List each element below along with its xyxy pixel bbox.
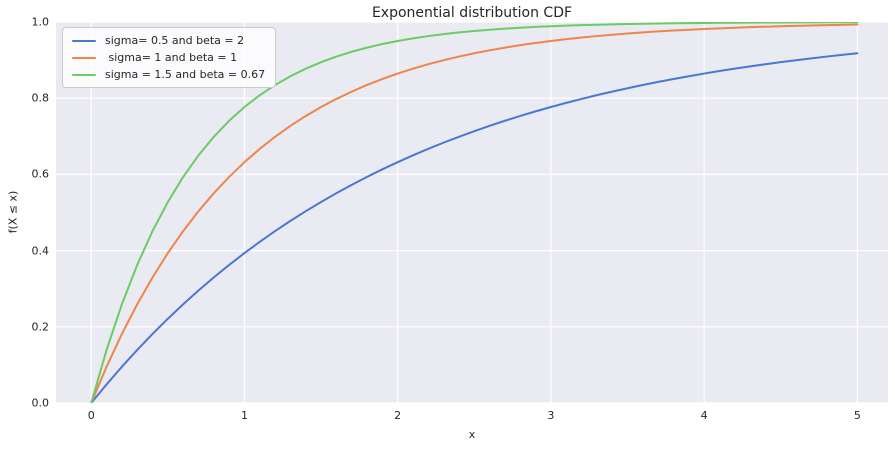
x-tick-label: 2 bbox=[394, 409, 402, 422]
y-tick-label: 0.0 bbox=[31, 396, 50, 410]
y-tick-label: 0.6 bbox=[31, 167, 50, 181]
legend-line-swatch-green bbox=[72, 73, 96, 76]
plot-area: sigma= 0.5 and beta = 2 sigma= 1 and bet… bbox=[56, 22, 888, 403]
y-axis-label: f(X ≤ x) bbox=[6, 190, 20, 234]
x-axis-label: x bbox=[468, 428, 476, 441]
y-tick-label: 0.8 bbox=[31, 91, 50, 105]
legend-item: sigma= 1 and beta = 1 bbox=[72, 51, 265, 64]
legend-label: sigma = 1.5 and beta = 0.67 bbox=[105, 68, 266, 81]
series-line-1 bbox=[90, 23, 859, 403]
y-tick-label: 1.0 bbox=[31, 15, 50, 29]
x-tick-label: 1 bbox=[240, 409, 248, 422]
x-tick-label: 0 bbox=[87, 409, 95, 422]
legend-item: sigma = 1.5 and beta = 0.67 bbox=[72, 68, 265, 81]
x-tick-label: 3 bbox=[547, 409, 555, 422]
plot-canvas bbox=[56, 22, 888, 403]
legend-item: sigma= 0.5 and beta = 2 bbox=[72, 34, 265, 47]
legend-label: sigma= 0.5 and beta = 2 bbox=[105, 34, 245, 47]
chart-title: Exponential distribution CDF bbox=[371, 5, 573, 21]
y-tick-label: 0.4 bbox=[31, 244, 50, 258]
legend-label: sigma= 1 and beta = 1 bbox=[105, 51, 238, 64]
legend-line-swatch-blue bbox=[72, 39, 96, 42]
series-line-2 bbox=[90, 22, 859, 403]
legend-line-swatch-orange bbox=[72, 56, 96, 59]
x-tick-label: 5 bbox=[853, 409, 861, 422]
legend: sigma= 0.5 and beta = 2 sigma= 1 and bet… bbox=[62, 27, 277, 88]
series-line-0 bbox=[90, 52, 859, 403]
x-tick-label: 4 bbox=[700, 409, 708, 422]
y-tick-label: 0.2 bbox=[31, 320, 50, 334]
